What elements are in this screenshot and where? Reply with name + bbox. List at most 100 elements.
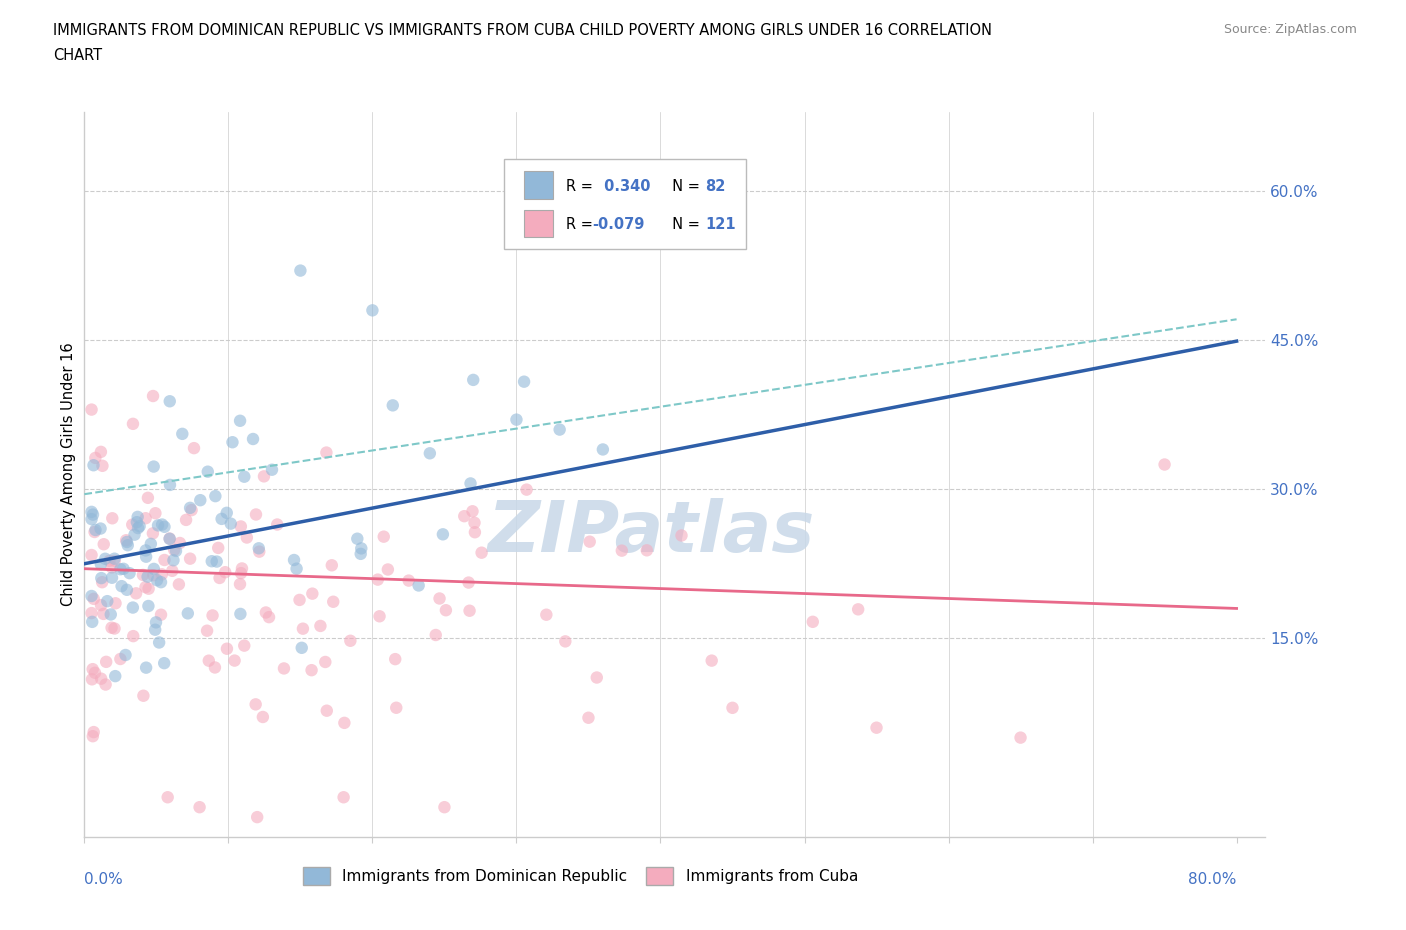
Point: [142, 459, 165, 474]
Point: [283, 552, 305, 567]
Point: [801, 615, 824, 630]
Point: [91, 575, 114, 590]
Point: [195, 623, 218, 638]
Point: [104, 669, 127, 684]
Point: [291, 641, 314, 656]
Point: [139, 537, 162, 551]
Point: [453, 509, 475, 524]
Point: [132, 567, 155, 582]
Point: [585, 671, 607, 685]
Point: [513, 374, 536, 389]
Point: [339, 633, 361, 648]
Point: [101, 511, 124, 525]
Text: 121: 121: [706, 218, 737, 232]
Point: [150, 607, 173, 622]
Y-axis label: Child Poverty Among Girls Under 16: Child Poverty Among Girls Under 16: [60, 342, 76, 606]
Point: [80, 512, 103, 526]
Point: [315, 445, 337, 460]
Point: [188, 800, 211, 815]
Text: 82: 82: [706, 179, 725, 193]
Point: [516, 482, 538, 497]
Text: -0.079: -0.079: [592, 218, 644, 232]
Point: [96, 593, 118, 608]
Point: [82, 507, 104, 522]
Legend: Immigrants from Dominican Republic, Immigrants from Cuba: Immigrants from Dominican Republic, Immi…: [297, 861, 865, 891]
Point: [150, 575, 173, 590]
Point: [136, 490, 159, 505]
Point: [257, 610, 280, 625]
Point: [142, 525, 165, 540]
Point: [117, 538, 139, 552]
Point: [145, 506, 167, 521]
Point: [115, 535, 138, 550]
Point: [322, 594, 344, 609]
Point: [429, 591, 451, 606]
Point: [671, 528, 693, 543]
Point: [505, 412, 527, 427]
Point: [94, 677, 117, 692]
Point: [291, 621, 314, 636]
Point: [309, 618, 332, 633]
Point: [96, 655, 118, 670]
Point: [408, 578, 430, 593]
Point: [135, 550, 157, 565]
Point: [110, 578, 132, 593]
Point: [236, 530, 259, 545]
Point: [135, 511, 157, 525]
Point: [103, 621, 125, 636]
Point: [100, 620, 122, 635]
Point: [301, 586, 323, 601]
Point: [215, 642, 238, 657]
Point: [721, 700, 744, 715]
Point: [315, 703, 337, 718]
Point: [273, 661, 295, 676]
Point: [134, 579, 156, 594]
Point: [381, 398, 404, 413]
Point: [254, 605, 277, 620]
Point: [214, 565, 236, 579]
Point: [121, 517, 143, 532]
Point: [159, 477, 181, 492]
Point: [458, 604, 481, 618]
Point: [135, 543, 157, 558]
Point: [94, 551, 117, 566]
Point: [179, 551, 201, 566]
Text: 0.340: 0.340: [599, 179, 651, 193]
Point: [1153, 457, 1175, 472]
Point: [252, 710, 274, 724]
Point: [93, 537, 115, 551]
Point: [90, 671, 112, 686]
Text: R =: R =: [567, 179, 598, 193]
Text: N =: N =: [664, 179, 704, 193]
Point: [229, 606, 252, 621]
Point: [127, 521, 149, 536]
Point: [80, 548, 103, 563]
Point: [260, 462, 283, 477]
Point: [84, 450, 107, 465]
Point: [115, 582, 138, 597]
Point: [183, 441, 205, 456]
Text: 0.0%: 0.0%: [84, 871, 124, 887]
Point: [846, 602, 869, 617]
Point: [179, 500, 201, 515]
Point: [159, 531, 181, 546]
Point: [198, 653, 221, 668]
Point: [229, 413, 252, 428]
Point: [118, 565, 141, 580]
Point: [463, 515, 485, 530]
Point: [285, 561, 308, 576]
Point: [242, 432, 264, 446]
Point: [159, 393, 181, 408]
Point: [457, 575, 479, 590]
Point: [419, 445, 441, 460]
Text: N =: N =: [664, 218, 704, 232]
Point: [432, 527, 454, 542]
Point: [636, 543, 658, 558]
Point: [80, 589, 103, 604]
Point: [368, 609, 391, 624]
Point: [205, 554, 228, 569]
Point: [314, 655, 336, 670]
Point: [350, 547, 373, 562]
Point: [174, 512, 197, 527]
Text: ZIPatlas: ZIPatlas: [488, 498, 815, 566]
